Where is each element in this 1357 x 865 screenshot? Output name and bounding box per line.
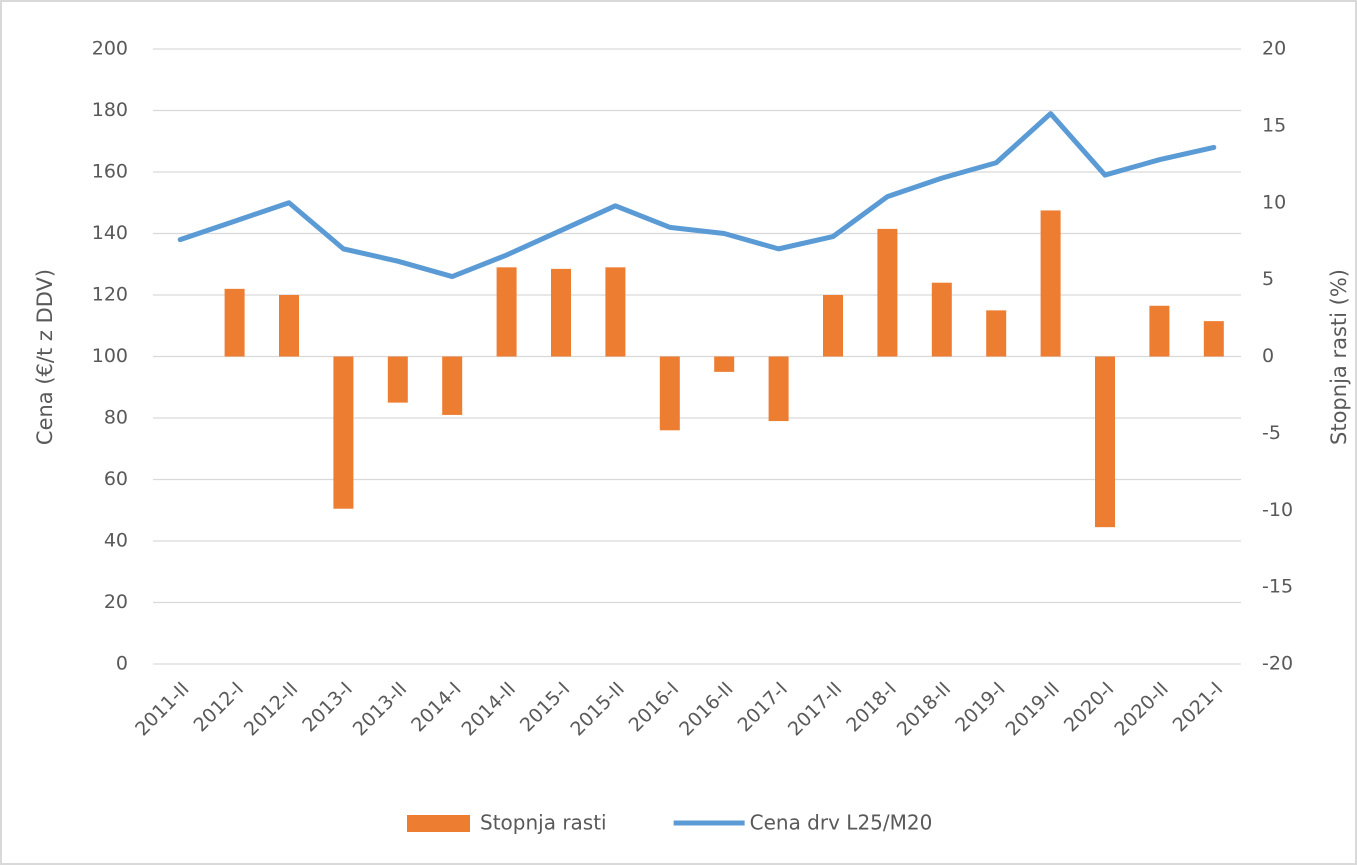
bar: [1149, 305, 1170, 357]
y2-tick-label: 20: [1262, 38, 1286, 60]
legend-swatch: [407, 815, 470, 832]
y-tick-label: 140: [92, 222, 128, 244]
y-tick-label: 180: [92, 99, 128, 121]
bar: [986, 310, 1007, 357]
y-tick-label: 160: [92, 161, 128, 183]
y2-tick-label: 15: [1262, 114, 1286, 136]
bar: [931, 282, 952, 357]
bar: [1095, 356, 1115, 528]
y2-tick-label: 0: [1262, 345, 1274, 367]
legend-label: Cena drv L25/M20: [750, 811, 933, 835]
bar: [279, 295, 299, 357]
bar: [659, 356, 680, 431]
bar: [823, 295, 843, 357]
bar: [442, 356, 463, 415]
y-tick-label: 0: [116, 653, 128, 675]
line: [177, 111, 1217, 280]
y-tick-label: 200: [92, 38, 128, 60]
y-tick-label: 120: [92, 284, 128, 306]
bar: [605, 267, 626, 357]
y-tick-label: 40: [104, 530, 128, 552]
bar: [768, 356, 789, 422]
bar: [224, 288, 245, 357]
y2-tick-label: 5: [1262, 268, 1274, 290]
y2-tick-label: -15: [1262, 576, 1293, 598]
y2-axis-title: Stopnja rasti (%): [1327, 269, 1351, 445]
y2-tick-label: 10: [1262, 191, 1286, 213]
bar: [333, 356, 354, 509]
bar: [1203, 321, 1224, 357]
y-tick-label: 80: [104, 407, 128, 429]
legend-label: Stopnja rasti: [480, 811, 607, 835]
bar: [877, 228, 898, 357]
bar: [551, 268, 571, 357]
y2-tick-label: -10: [1262, 499, 1293, 521]
y-tick-label: 100: [92, 345, 128, 367]
y2-tick-label: -5: [1262, 422, 1281, 444]
bar: [496, 267, 517, 357]
y-axis-title: Cena (€/t z DDV): [33, 269, 57, 445]
y2-tick-label: -20: [1262, 653, 1293, 675]
y-tick-label: 20: [104, 591, 128, 613]
bar: [714, 356, 735, 372]
bar: [1040, 210, 1061, 357]
bar: [387, 356, 408, 403]
y-tick-label: 60: [104, 468, 128, 490]
